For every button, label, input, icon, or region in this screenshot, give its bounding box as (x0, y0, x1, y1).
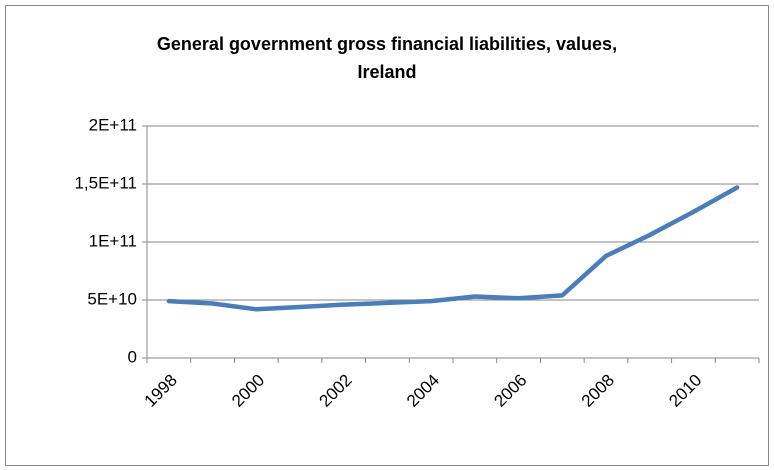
chart-title-box: General government gross financial liabi… (0, 30, 774, 86)
chart-title: General government gross financial liabi… (156, 34, 618, 82)
y-tick-label: 2E+11 (89, 115, 137, 134)
y-tick-label: 1,5E+11 (74, 173, 137, 192)
line-series (166, 185, 740, 312)
y-tick-label: 1E+11 (89, 231, 137, 250)
y-tick-label: 5E+10 (87, 289, 137, 308)
y-tick-label: 0 (128, 347, 137, 366)
chart-border (5, 5, 769, 466)
